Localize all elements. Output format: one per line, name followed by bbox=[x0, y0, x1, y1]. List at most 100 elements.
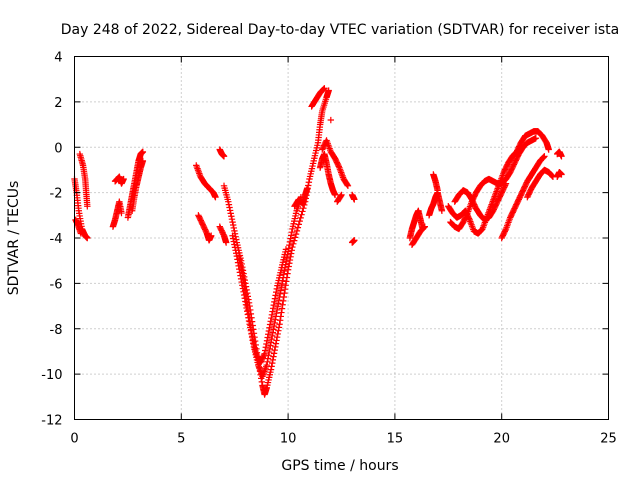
data-point bbox=[270, 353, 277, 360]
data-point bbox=[294, 224, 302, 231]
data-point bbox=[548, 172, 555, 179]
data-point bbox=[222, 239, 230, 246]
data-point bbox=[272, 340, 280, 347]
data-point bbox=[280, 271, 288, 278]
data-point bbox=[236, 259, 244, 266]
data-point bbox=[272, 313, 280, 320]
data-point bbox=[249, 335, 257, 343]
data-point bbox=[220, 153, 228, 160]
x-axis-label: GPS time / hours bbox=[281, 458, 398, 474]
data-point bbox=[297, 214, 304, 222]
data-point bbox=[242, 291, 249, 298]
data-point bbox=[291, 237, 298, 244]
data-point bbox=[438, 207, 446, 214]
data-point bbox=[420, 224, 428, 231]
data-point bbox=[247, 326, 255, 333]
chart-title: Day 248 of 2022, Sidereal Day-to-day VTE… bbox=[61, 22, 619, 38]
data-point bbox=[331, 191, 339, 199]
data-point bbox=[305, 179, 313, 186]
data-point bbox=[275, 297, 283, 304]
data-point bbox=[281, 286, 289, 293]
data-point bbox=[275, 327, 282, 334]
data-point bbox=[242, 298, 249, 305]
data-point bbox=[139, 148, 147, 155]
data-point bbox=[270, 326, 277, 333]
data-point bbox=[299, 208, 306, 215]
data-point bbox=[421, 223, 429, 230]
data-point bbox=[238, 269, 246, 276]
data-point bbox=[231, 227, 238, 235]
data-point bbox=[248, 330, 255, 337]
data-point bbox=[77, 230, 85, 237]
data-point bbox=[267, 339, 275, 346]
data-point bbox=[239, 272, 246, 279]
data-point bbox=[212, 193, 219, 201]
x-tick-label: 25 bbox=[600, 432, 617, 447]
y-tick-label: 2 bbox=[54, 96, 62, 111]
data-point bbox=[270, 350, 278, 357]
data-point bbox=[274, 303, 281, 310]
data-point bbox=[246, 318, 254, 325]
data-point bbox=[287, 232, 295, 239]
data-point bbox=[335, 163, 342, 170]
data-point bbox=[296, 217, 303, 225]
data-point bbox=[139, 157, 147, 165]
data-point bbox=[558, 153, 565, 160]
data-point bbox=[281, 289, 288, 297]
data-point bbox=[290, 240, 297, 248]
data-point bbox=[420, 224, 427, 232]
data-point bbox=[288, 228, 295, 236]
data-point bbox=[502, 180, 510, 187]
data-point bbox=[260, 351, 268, 359]
data-point bbox=[319, 86, 327, 93]
data-point bbox=[276, 321, 283, 328]
y-tick-label: -2 bbox=[50, 187, 63, 202]
data-point bbox=[237, 262, 245, 270]
data-point bbox=[269, 356, 277, 364]
data-point bbox=[243, 298, 251, 306]
data-point bbox=[338, 191, 345, 199]
data-point bbox=[271, 319, 278, 327]
data-point bbox=[287, 235, 294, 242]
y-tick-label: -8 bbox=[50, 323, 63, 338]
data-point bbox=[240, 291, 248, 299]
data-point bbox=[273, 309, 280, 317]
data-point bbox=[502, 227, 509, 234]
data-point bbox=[285, 245, 292, 252]
data-point bbox=[278, 309, 285, 316]
data-point bbox=[270, 301, 277, 309]
y-tick-label: -10 bbox=[41, 368, 62, 383]
grid-lines bbox=[74, 56, 609, 420]
data-point bbox=[266, 324, 273, 331]
data-point bbox=[208, 232, 215, 239]
data-point bbox=[276, 317, 284, 324]
data-point bbox=[84, 234, 91, 242]
data-point bbox=[229, 232, 236, 239]
data-point bbox=[344, 181, 351, 189]
data-point bbox=[541, 153, 548, 160]
x-tick-label: 15 bbox=[387, 432, 404, 447]
data-point bbox=[272, 316, 279, 323]
x-tick-label: 5 bbox=[177, 432, 185, 447]
data-point bbox=[258, 378, 266, 386]
data-point bbox=[249, 333, 256, 340]
data-point bbox=[278, 284, 285, 291]
data-point bbox=[264, 358, 271, 366]
data-point bbox=[228, 213, 235, 220]
data-point bbox=[243, 295, 250, 302]
data-point bbox=[232, 247, 239, 254]
data-point bbox=[263, 361, 270, 369]
data-point bbox=[327, 116, 335, 124]
data-point bbox=[229, 221, 237, 229]
data-point bbox=[278, 280, 286, 288]
data-point bbox=[293, 227, 301, 235]
data-point bbox=[229, 218, 236, 226]
data-point bbox=[269, 359, 276, 367]
data-point bbox=[265, 331, 272, 338]
data-point bbox=[251, 341, 258, 349]
y-axis-label: SDTVAR / TECUs bbox=[6, 181, 22, 296]
data-point bbox=[240, 275, 247, 283]
data-point bbox=[281, 267, 288, 275]
data-point bbox=[558, 171, 565, 178]
